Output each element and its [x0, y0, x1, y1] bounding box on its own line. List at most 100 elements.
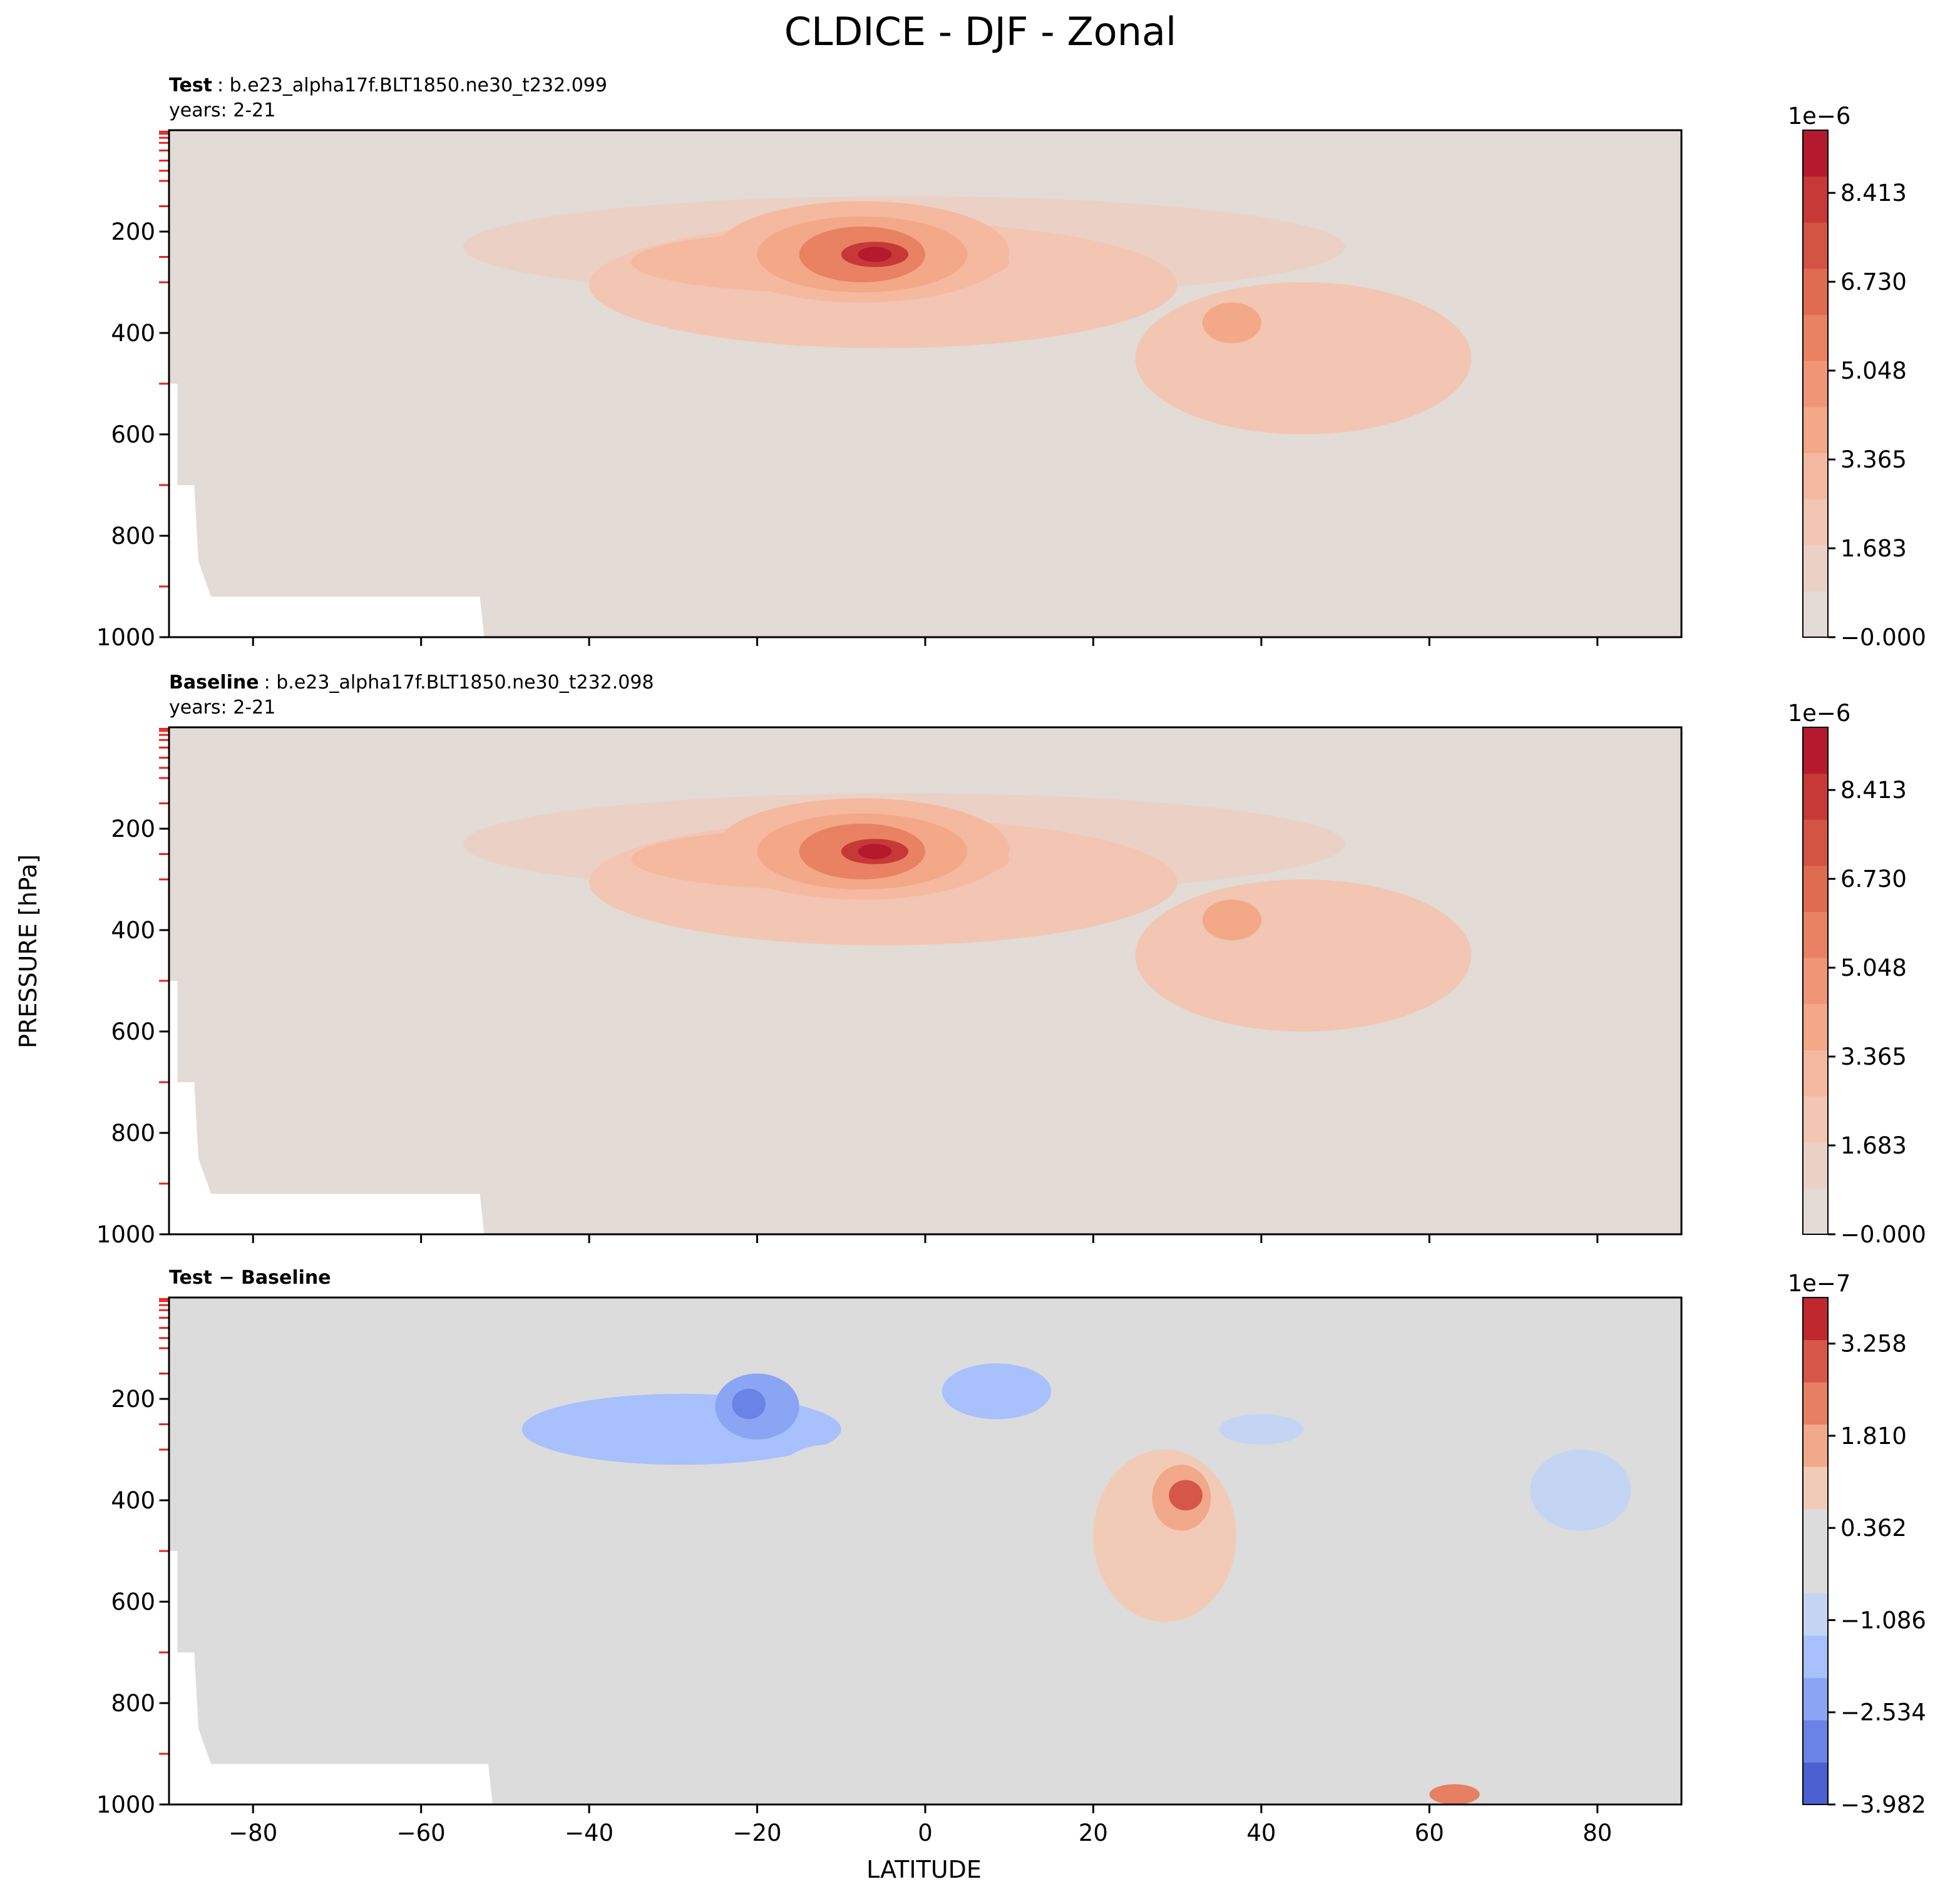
colorbar-segment	[1803, 1466, 1828, 1509]
y-tick-label: 800	[111, 1120, 155, 1147]
colorbar-segment	[1803, 406, 1828, 453]
colorbar-tick-label: 3.365	[1840, 1043, 1907, 1070]
colorbar-segment	[1803, 1677, 1828, 1721]
colorbar-segment	[1803, 865, 1828, 913]
contour-region	[1135, 879, 1472, 1031]
y-tick-label: 600	[111, 1589, 155, 1615]
contour-region	[858, 247, 892, 262]
colorbar-segment	[1803, 1050, 1828, 1097]
colorbar-tick-label: −2.534	[1840, 1699, 1926, 1726]
contour-region	[1530, 1450, 1631, 1531]
colorbar-tick-label: 0.362	[1840, 1515, 1907, 1542]
panel-header-bold: Test − Baseline	[169, 1267, 331, 1289]
panel-subheader: years: 2-21	[169, 697, 275, 719]
y-tick-label: 200	[111, 1386, 155, 1413]
y-tick-label: 400	[111, 320, 155, 347]
x-tick-label: 60	[1415, 1820, 1444, 1846]
panel-header-rest: : b.e23_alpha17f.BLT1850.ne30_t232.098	[264, 672, 654, 694]
contour-region	[1202, 302, 1261, 344]
contour-region	[858, 844, 892, 859]
missing-data-region	[169, 384, 485, 637]
y-tick-label: 600	[111, 421, 155, 448]
contour-region	[1135, 282, 1472, 434]
figure-title: CLDICE - DJF - Zonal	[784, 9, 1177, 54]
y-tick-label: 1000	[96, 1221, 155, 1248]
missing-data-region	[169, 981, 485, 1234]
contour-region	[1387, 1424, 1681, 1602]
panel-header-bold: Baseline	[169, 672, 259, 694]
colorbar-tick-label: 1.683	[1840, 1132, 1907, 1159]
colorbar-tick-label: 6.730	[1840, 269, 1907, 295]
colorbar-segment	[1803, 1382, 1828, 1425]
y-tick-label: 400	[111, 1487, 155, 1514]
colorbar: −0.000 1.683 3.365 5.048 6.730 8.413 1e−6	[1788, 700, 1926, 1248]
colorbar-segment	[1803, 1593, 1828, 1636]
colorbar-tick-label: 5.048	[1840, 357, 1907, 384]
x-tick-label: 0	[918, 1820, 933, 1846]
x-tick-label: 20	[1079, 1820, 1108, 1846]
colorbar-tick-label: −0.000	[1840, 624, 1926, 651]
colorbar-segment	[1803, 1762, 1828, 1805]
colorbar-segment	[1803, 499, 1828, 546]
y-tick-label: 800	[111, 1690, 155, 1717]
colorbar-tick-label: 8.413	[1840, 777, 1907, 804]
x-tick-label: −80	[228, 1820, 277, 1846]
y-tick-label: 400	[111, 917, 155, 944]
colorbar-tick-label: −0.000	[1840, 1221, 1926, 1248]
colorbar-tick-label: 6.730	[1840, 866, 1907, 893]
colorbar-segment	[1803, 1003, 1828, 1050]
colorbar-exponent: 1e−6	[1788, 700, 1851, 727]
colorbar-segment	[1803, 1720, 1828, 1763]
colorbar-segment	[1803, 1188, 1828, 1235]
panel-difference: 200 400 600 800 1000 −80 −60 −40 −20 0 20 40 60 80 Tes…	[96, 1267, 1926, 1846]
panel-baseline: 200 400 600 800 1000 Baseline: b.e23_alpha17f…	[96, 672, 1926, 1248]
contour-region	[1202, 899, 1261, 941]
colorbar-segment	[1803, 727, 1828, 774]
colorbar-tick-label: −1.086	[1840, 1607, 1926, 1634]
colorbar-segment	[1803, 591, 1828, 638]
colorbar-segment	[1803, 1096, 1828, 1143]
colorbar-segment	[1803, 1339, 1828, 1383]
y-tick-label: 1000	[96, 624, 155, 651]
colorbar-segment	[1803, 545, 1828, 591]
colorbar-frame	[1802, 130, 1829, 638]
colorbar-frame	[1802, 727, 1829, 1235]
colorbar-segment	[1803, 453, 1828, 499]
contour-region	[1219, 1414, 1303, 1445]
colorbar-exponent: 1e−7	[1788, 1270, 1851, 1297]
colorbar-segment	[1803, 1142, 1828, 1189]
contour-region	[774, 1444, 883, 1521]
colorbar-segment	[1803, 130, 1828, 177]
colorbar-frame	[1802, 1297, 1829, 1805]
x-tick-label: −60	[397, 1820, 446, 1846]
colorbar-segment	[1803, 1508, 1828, 1552]
y-tick-label: 600	[111, 1018, 155, 1045]
colorbar-segment	[1803, 176, 1828, 223]
colorbar-segment	[1803, 773, 1828, 820]
contour-fill	[169, 196, 1472, 637]
panel-header: Test: b.e23_alpha17f.BLT1850.ne30_t232.0…	[169, 74, 607, 96]
y-tick-label: 800	[111, 523, 155, 550]
y-tick-label: 200	[111, 218, 155, 245]
colorbar-tick-label: 1.683	[1840, 535, 1907, 562]
panel-subheader: years: 2-21	[169, 100, 275, 121]
contour-fill	[169, 793, 1472, 1234]
contour-region	[875, 1444, 942, 1500]
panel-header-bold: Test	[169, 74, 212, 96]
panel-header: Baseline: b.e23_alpha17f.BLT1850.ne30_t2…	[169, 672, 654, 694]
x-axis-label: LATITUDE	[866, 1856, 982, 1883]
y-axis-label: PRESSURE [hPa]	[14, 854, 42, 1048]
colorbar-segment	[1803, 1424, 1828, 1467]
contour-region	[1429, 1784, 1480, 1804]
contour-region	[1412, 1602, 1472, 1804]
colorbar: −0.000 1.683 3.365 5.048 6.730 8.413 1e−6	[1788, 103, 1926, 651]
contour-region	[732, 1388, 766, 1420]
colorbar-segment	[1803, 1551, 1828, 1594]
colorbar-segment	[1803, 911, 1828, 958]
colorbar-tick-label: 1.810	[1840, 1423, 1907, 1450]
y-tick-label: 1000	[96, 1791, 155, 1818]
contour-region	[1169, 1480, 1203, 1511]
colorbar: −3.982 −2.534 −1.086 0.362 1.810 3.258 1e−7	[1788, 1270, 1926, 1818]
